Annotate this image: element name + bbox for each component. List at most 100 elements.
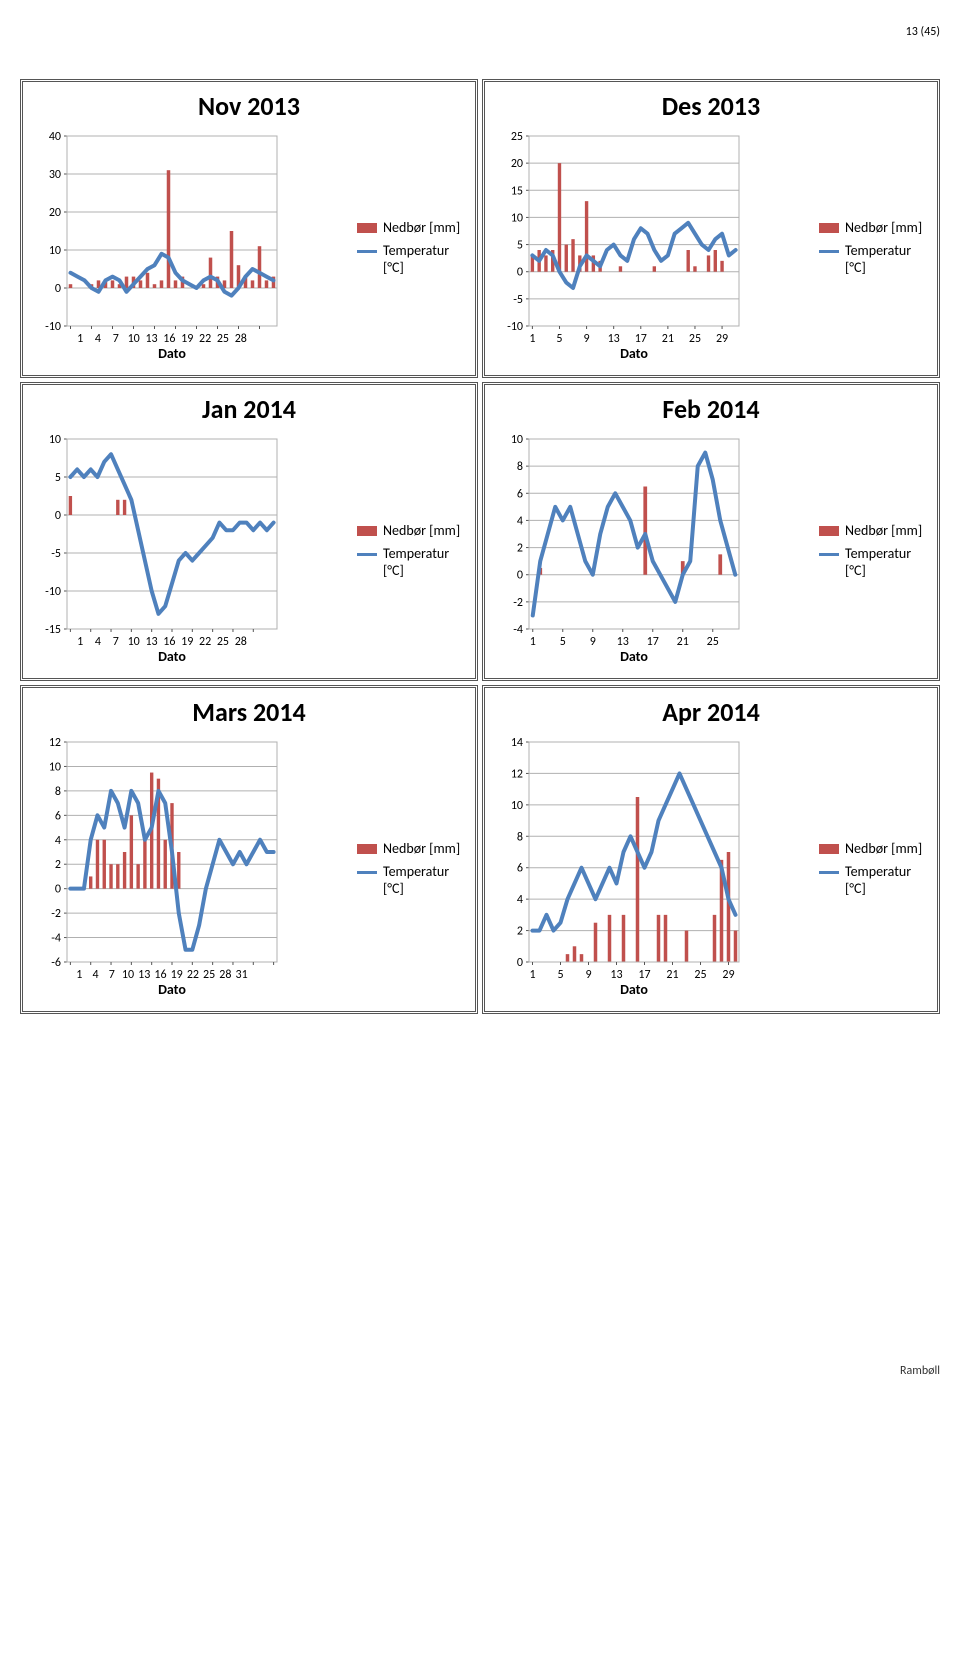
x-tick-label: 10 xyxy=(128,635,140,649)
x-tick-label: 13 xyxy=(138,968,150,982)
y-tick-label: 2 xyxy=(517,925,523,939)
x-tick-label: 9 xyxy=(585,968,591,982)
x-tick-label: 21 xyxy=(677,635,689,649)
temperature-line xyxy=(71,254,274,296)
y-tick-label: 10 xyxy=(511,211,523,225)
bar xyxy=(608,915,612,962)
y-tick-label: 0 xyxy=(517,956,523,970)
legend-label: Temperatur [°C] xyxy=(383,546,471,580)
bar xyxy=(174,280,178,288)
legend: Nedbør [mm] Temperatur [°C] xyxy=(351,214,471,282)
line-swatch-icon xyxy=(357,871,377,874)
y-tick-label: 8 xyxy=(517,830,523,844)
x-tick-label: 1 xyxy=(529,968,535,982)
bar xyxy=(573,946,577,962)
chart-cell: Feb 2014-4-2024681015913172125Dato Nedbø… xyxy=(482,382,940,681)
x-tick-label: 16 xyxy=(154,968,166,982)
x-tick-label: 16 xyxy=(163,635,175,649)
x-tick-label: 21 xyxy=(666,968,678,982)
bar xyxy=(685,931,689,962)
x-tick-label: 19 xyxy=(181,332,193,346)
legend-item-temperatur: Temperatur [°C] xyxy=(819,243,933,277)
legend-label: Temperatur [°C] xyxy=(383,864,471,898)
line-swatch-icon xyxy=(357,553,377,556)
legend: Nedbør [mm] Temperatur [°C] xyxy=(351,835,471,903)
bar xyxy=(116,864,119,888)
y-tick-label: 25 xyxy=(511,130,523,144)
bar-swatch-icon xyxy=(357,844,377,854)
x-tick-label: 29 xyxy=(722,968,734,982)
x-tick-label: 1 xyxy=(76,968,82,982)
temperature-line xyxy=(532,223,735,288)
bar xyxy=(89,876,92,888)
x-tick-label: 13 xyxy=(608,332,620,346)
bar xyxy=(657,915,661,962)
x-tick-label: 10 xyxy=(122,968,134,982)
chart-cell: Mars 2014-6-4-20246810121471013161922252… xyxy=(20,685,478,1014)
bar xyxy=(585,201,588,272)
x-tick-label: 1 xyxy=(77,332,83,346)
x-tick-label: 25 xyxy=(694,968,706,982)
x-tick-label: 28 xyxy=(235,332,247,346)
legend-item-temperatur: Temperatur [°C] xyxy=(357,864,471,898)
chart-svg: -15-10-5051014710131619222528Dato xyxy=(27,433,281,665)
y-tick-label: 12 xyxy=(511,767,523,781)
footer-text: Rambøll xyxy=(20,1364,940,1378)
chart-title: Jan 2014 xyxy=(27,393,471,425)
bar xyxy=(734,931,738,962)
bar xyxy=(116,500,119,515)
x-tick-label: 7 xyxy=(113,635,119,649)
y-tick-label: 0 xyxy=(55,282,61,296)
legend-label: Temperatur [°C] xyxy=(845,864,933,898)
bar xyxy=(622,915,626,962)
chart-cell: Des 2013-10-505101520251591317212529Dato… xyxy=(482,79,940,378)
y-tick-label: 5 xyxy=(517,239,523,253)
legend: Nedbør [mm] Temperatur [°C] xyxy=(813,214,933,282)
y-tick-label: 0 xyxy=(517,569,523,583)
legend-label: Nedbør [mm] xyxy=(845,220,922,237)
y-tick-label: -10 xyxy=(45,320,61,334)
legend-item-temperatur: Temperatur [°C] xyxy=(819,546,933,580)
x-tick-label: 13 xyxy=(145,332,157,346)
bar xyxy=(643,487,647,575)
x-axis-label: Dato xyxy=(620,981,648,998)
x-axis-label: Dato xyxy=(158,648,186,665)
x-tick-label: 25 xyxy=(217,332,229,346)
bar xyxy=(130,815,133,888)
x-tick-label: 25 xyxy=(203,968,215,982)
chart-title: Mars 2014 xyxy=(27,696,471,728)
legend-item-nedbor: Nedbør [mm] xyxy=(357,523,471,540)
legend-item-temperatur: Temperatur [°C] xyxy=(357,546,471,580)
bar xyxy=(713,915,717,962)
x-tick-label: 31 xyxy=(236,968,248,982)
bar-swatch-icon xyxy=(819,223,839,233)
y-tick-label: 10 xyxy=(511,799,523,813)
bar xyxy=(69,496,72,515)
y-tick-label: 10 xyxy=(49,760,61,774)
legend-item-nedbor: Nedbør [mm] xyxy=(819,220,933,237)
bar xyxy=(160,280,164,288)
x-tick-label: 25 xyxy=(707,635,719,649)
y-tick-label: -4 xyxy=(513,623,523,637)
legend-item-nedbor: Nedbør [mm] xyxy=(819,523,933,540)
y-tick-label: 0 xyxy=(517,266,523,280)
y-tick-label: -4 xyxy=(51,932,61,946)
bar xyxy=(153,284,157,288)
legend-label: Nedbør [mm] xyxy=(845,841,922,858)
bar-swatch-icon xyxy=(819,526,839,536)
x-tick-label: 10 xyxy=(128,332,140,346)
bar xyxy=(123,852,126,889)
y-tick-label: -10 xyxy=(45,585,61,599)
y-tick-label: 6 xyxy=(517,487,523,501)
chart-svg: -6-4-20246810121471013161922252831Dato xyxy=(27,736,281,998)
y-tick-label: -15 xyxy=(45,623,61,637)
bar xyxy=(619,266,622,271)
x-tick-label: 28 xyxy=(235,635,247,649)
bar xyxy=(167,170,171,288)
bar xyxy=(558,163,561,272)
chart-title: Des 2013 xyxy=(489,90,933,122)
charts-grid: Nov 2013-1001020304014710131619222528Dat… xyxy=(20,79,940,1014)
y-tick-label: 14 xyxy=(511,736,523,750)
x-axis-label: Dato xyxy=(158,345,186,362)
bar xyxy=(687,250,690,272)
